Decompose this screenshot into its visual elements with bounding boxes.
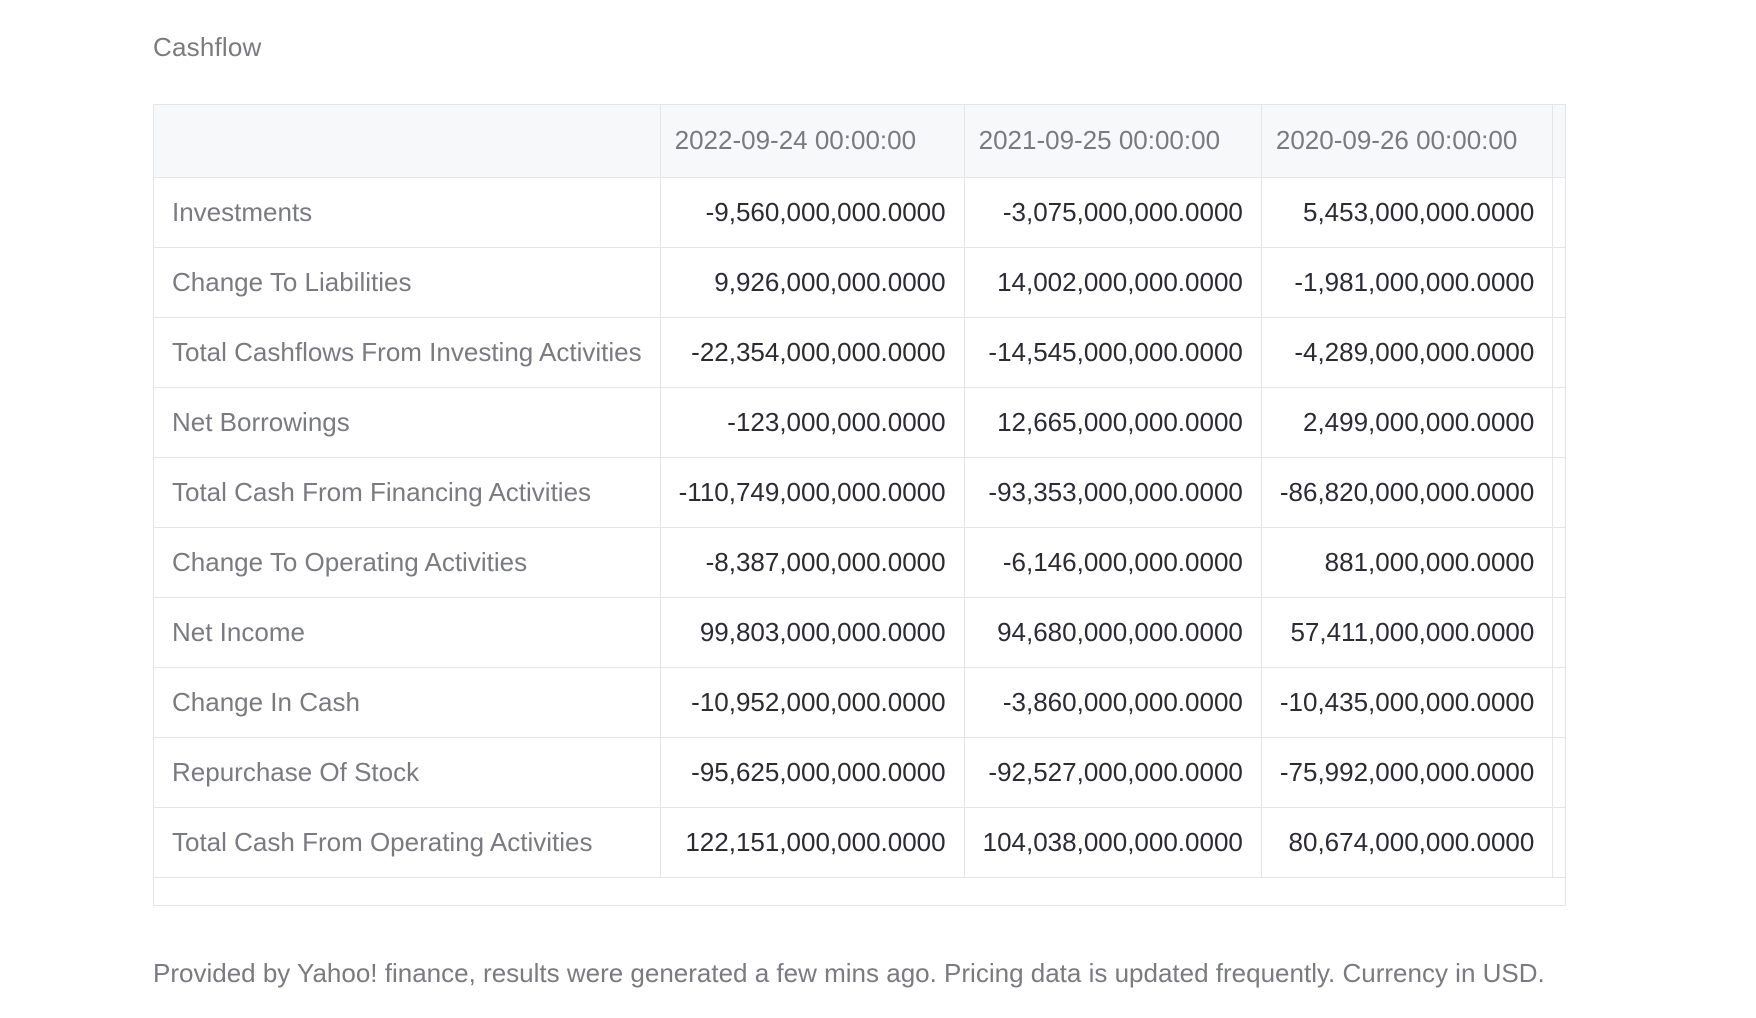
table-row: Total Cash From Financing Activities -110… xyxy=(154,457,1565,528)
section-title: Cashflow xyxy=(153,32,262,62)
column-header-date[interactable]: 2020-09-26 00:00:00 xyxy=(1261,105,1554,178)
table-cell: 12,665,000,000.0000 xyxy=(964,387,1262,458)
table-cell: -10,952,000,000.0000 xyxy=(660,667,965,738)
table-cell: -22,354,000,000.0000 xyxy=(660,317,965,388)
table-row: Total Cash From Operating Activities 122,… xyxy=(154,807,1565,878)
row-label: Change In Cash xyxy=(154,667,661,738)
row-label: Total Cashflows From Investing Activitie… xyxy=(154,317,661,388)
table-header-row: 2022-09-24 00:00:00 2021-09-25 00:00:00 … xyxy=(154,105,1565,178)
table-cell: -14,545,000,000.0000 xyxy=(964,317,1262,388)
table-cell: 14,002,000,000.0000 xyxy=(964,247,1262,318)
footer-note: Provided by Yahoo! finance, results were… xyxy=(153,958,1545,988)
table-cell: 69 xyxy=(1552,807,1565,878)
column-header-date[interactable]: 201 xyxy=(1552,105,1565,178)
row-label: Total Cash From Operating Activities xyxy=(154,807,661,878)
row-label: Net Income xyxy=(154,597,661,668)
table-cell: 5,453,000,000.0000 xyxy=(1261,177,1554,248)
row-label: Net Borrowings xyxy=(154,387,661,458)
table-cell: 2,499,000,000.0000 xyxy=(1261,387,1554,458)
column-header-date[interactable]: 2021-09-25 00:00:00 xyxy=(964,105,1262,178)
table-cell: 45 xyxy=(1552,317,1565,388)
table-row: Change To Liabilities 9,926,000,000.0000 1… xyxy=(154,247,1565,318)
table-cell: -6,146,000,000.0000 xyxy=(964,527,1262,598)
table-cell: 881,000,000.0000 xyxy=(1261,527,1554,598)
row-label: Change To Liabilities xyxy=(154,247,661,318)
table-cell: -110,749,000,000.0000 xyxy=(660,457,965,528)
table-cell: 94,680,000,000.0000 xyxy=(964,597,1262,668)
column-header-date[interactable]: 2022-09-24 00:00:00 xyxy=(660,105,965,178)
table-cell: -93,353,000,000.0000 xyxy=(964,457,1262,528)
table-cell: -4,289,000,000.0000 xyxy=(1261,317,1554,388)
table-cell: 80,674,000,000.0000 xyxy=(1261,807,1554,878)
table-cell xyxy=(1552,527,1565,598)
table-cell: -9,560,000,000.0000 xyxy=(660,177,965,248)
table-cell: 99,803,000,000.0000 xyxy=(660,597,965,668)
table-cell: -95,625,000,000.0000 xyxy=(660,737,965,808)
table-row: Investments -9,560,000,000.0000 -3,075,000… xyxy=(154,177,1565,248)
table-row: Change To Operating Activities -8,387,000… xyxy=(154,527,1565,598)
table-row: Change In Cash -10,952,000,000.0000 -3,860… xyxy=(154,667,1565,738)
table-cell: 9,926,000,000.0000 xyxy=(660,247,965,318)
table-row: Net Borrowings -123,000,000.0000 12,665,00… xyxy=(154,387,1565,458)
cashflow-table-scroll-container[interactable]: 2022-09-24 00:00:00 2021-09-25 00:00:00 … xyxy=(153,104,1566,906)
table-cell: 58 xyxy=(1552,177,1565,248)
table-cell: -92,527,000,000.0000 xyxy=(964,737,1262,808)
table-cell: -123,000,000.0000 xyxy=(660,387,965,458)
row-label: Total Cash From Financing Activities xyxy=(154,457,661,528)
table-cell: 55 xyxy=(1552,597,1565,668)
table-cell: 57,411,000,000.0000 xyxy=(1261,597,1554,668)
table-cell: -2 xyxy=(1552,247,1565,318)
table-cell: -75,992,000,000.0000 xyxy=(1261,737,1554,808)
cashflow-table: 2022-09-24 00:00:00 2021-09-25 00:00:00 … xyxy=(154,105,1565,878)
table-cell: -3,075,000,000.0000 xyxy=(964,177,1262,248)
table-row: Total Cashflows From Investing Activitie… xyxy=(154,317,1565,388)
table-cell: -86,820,000,000.0000 xyxy=(1261,457,1554,528)
row-label: Repurchase Of Stock xyxy=(154,737,661,808)
table-cell: -69 xyxy=(1552,737,1565,808)
table-cell: 104,038,000,000.0000 xyxy=(964,807,1262,878)
table-cell: -90 xyxy=(1552,457,1565,528)
table-cell: 24 xyxy=(1552,667,1565,738)
row-label: Change To Operating Activities xyxy=(154,527,661,598)
table-cell: -1,981,000,000.0000 xyxy=(1261,247,1554,318)
table-row: Net Income 99,803,000,000.0000 94,680,000,… xyxy=(154,597,1565,668)
table-cell: -7 xyxy=(1552,387,1565,458)
table-cell: -10,435,000,000.0000 xyxy=(1261,667,1554,738)
column-header-index[interactable] xyxy=(154,105,661,178)
row-label: Investments xyxy=(154,177,661,248)
table-cell: -8,387,000,000.0000 xyxy=(660,527,965,598)
table-row: Repurchase Of Stock -95,625,000,000.0000-… xyxy=(154,737,1565,808)
table-cell: 122,151,000,000.0000 xyxy=(660,807,965,878)
table-cell: -3,860,000,000.0000 xyxy=(964,667,1262,738)
